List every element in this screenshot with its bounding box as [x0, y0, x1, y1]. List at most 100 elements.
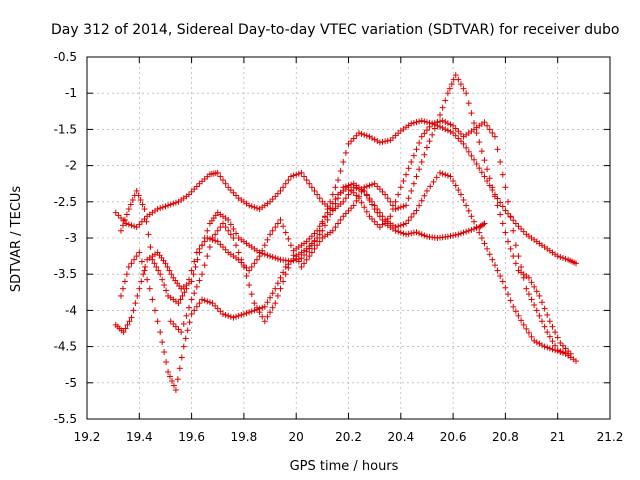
data-point	[369, 181, 376, 188]
data-point	[178, 329, 185, 336]
data-point	[123, 271, 130, 278]
data-point	[480, 221, 487, 228]
data-point	[131, 256, 138, 263]
data-point	[117, 227, 124, 234]
data-point	[549, 338, 556, 345]
data-point	[329, 200, 336, 207]
data-point	[214, 238, 221, 245]
data-point	[246, 267, 253, 274]
data-point	[140, 271, 147, 278]
data-point	[397, 222, 404, 229]
data-point	[429, 120, 436, 127]
data-point	[497, 273, 504, 280]
data-point	[298, 169, 305, 176]
data-point	[520, 274, 527, 281]
data-point	[193, 283, 200, 290]
data-point	[301, 173, 308, 180]
data-point	[227, 221, 234, 228]
data-point	[410, 152, 417, 159]
data-point	[460, 140, 467, 147]
data-point	[175, 326, 182, 333]
data-point	[484, 245, 491, 252]
data-point	[439, 170, 446, 177]
data-point	[154, 318, 161, 325]
data-point	[117, 215, 124, 222]
data-point	[157, 271, 164, 278]
data-point	[395, 191, 402, 198]
data-point	[433, 174, 440, 181]
data-point	[408, 214, 415, 221]
y-tick-label: -4	[65, 303, 77, 317]
data-point	[533, 339, 540, 346]
data-point	[408, 230, 415, 237]
data-point	[497, 199, 504, 206]
data-point	[285, 235, 292, 242]
data-point	[259, 247, 266, 254]
data-point	[314, 235, 321, 241]
data-point	[518, 263, 525, 270]
data-point	[531, 337, 538, 344]
data-point	[170, 320, 177, 327]
data-point	[353, 132, 360, 139]
data-point	[497, 211, 504, 218]
data-point	[142, 263, 149, 270]
data-point	[340, 158, 347, 165]
data-point	[136, 285, 143, 292]
data-point	[366, 182, 373, 189]
data-point	[539, 318, 546, 325]
data-point	[392, 224, 399, 231]
data-point	[335, 220, 342, 227]
data-point	[444, 120, 451, 127]
data-point	[311, 245, 318, 252]
data-point	[272, 285, 279, 292]
data-point	[468, 152, 475, 159]
data-point	[130, 307, 137, 314]
data-point	[457, 191, 464, 198]
data-point	[272, 300, 279, 307]
data-point	[129, 196, 136, 203]
data-point	[476, 165, 483, 172]
data-point	[280, 184, 287, 191]
data-point	[206, 244, 213, 251]
data-point	[282, 271, 289, 278]
data-point	[165, 202, 172, 209]
data-point	[450, 130, 457, 137]
data-point	[423, 119, 430, 126]
data-point	[455, 231, 462, 238]
data-point	[478, 235, 485, 241]
data-point	[316, 223, 323, 230]
data-point	[201, 238, 208, 245]
data-point	[418, 197, 425, 204]
data-point	[444, 90, 451, 97]
data-point	[379, 138, 386, 145]
data-point	[194, 256, 201, 263]
data-point	[138, 258, 145, 265]
data-point	[167, 318, 174, 325]
data-point	[246, 282, 253, 289]
data-point	[523, 285, 530, 292]
data-point	[371, 202, 378, 209]
data-points	[112, 72, 580, 394]
data-point	[293, 171, 300, 178]
data-point	[502, 207, 509, 214]
data-point	[253, 205, 260, 212]
data-point	[287, 173, 294, 180]
data-point	[549, 346, 556, 353]
data-point	[565, 350, 572, 357]
data-point	[552, 342, 559, 349]
data-point	[306, 243, 313, 250]
data-point	[267, 309, 274, 316]
data-point	[277, 187, 284, 194]
data-point	[219, 177, 226, 184]
data-point	[395, 223, 402, 230]
data-point	[361, 204, 368, 211]
data-point	[272, 224, 279, 231]
y-tick-label: -2	[65, 159, 77, 173]
data-point	[510, 303, 517, 310]
data-point	[384, 215, 391, 222]
data-point	[182, 335, 189, 342]
data-point	[481, 220, 488, 227]
data-point	[410, 119, 417, 126]
data-point	[172, 387, 179, 394]
data-point	[376, 139, 383, 146]
